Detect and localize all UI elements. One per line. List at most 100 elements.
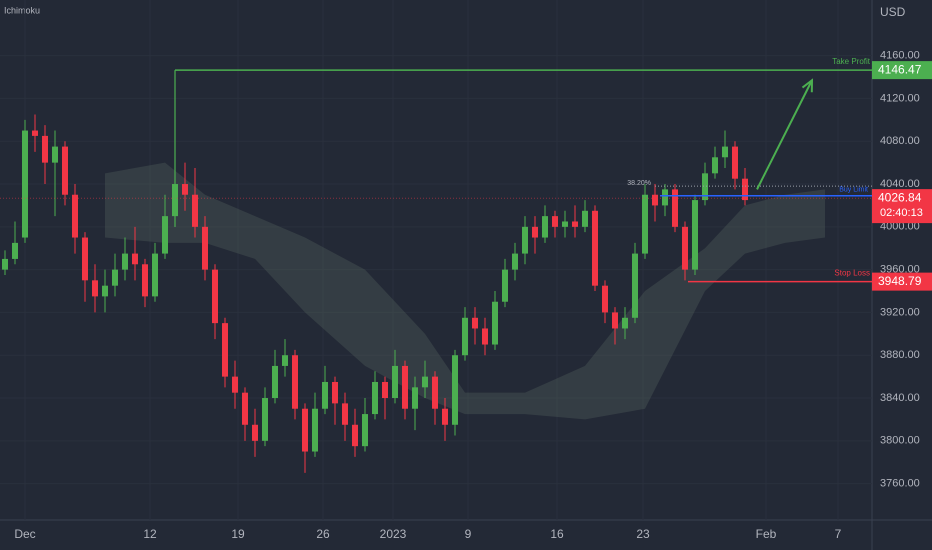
candle-body: [622, 317, 628, 329]
candle-body: [542, 216, 548, 238]
x-tick-label: 2023: [380, 527, 407, 541]
candle-body: [182, 184, 188, 195]
candle-body: [402, 365, 408, 409]
last-price-label: 4026.84: [878, 190, 922, 204]
candle-body: [722, 146, 728, 158]
level-label: Stop Loss: [834, 269, 870, 278]
candle-body: [202, 226, 208, 270]
candle-body: [342, 403, 348, 425]
y-tick-label: 4080.00: [880, 135, 920, 147]
candle-body: [162, 216, 168, 254]
candle-body: [442, 408, 448, 425]
candle-body: [672, 189, 678, 227]
price-tag-label: 3948.79: [878, 274, 922, 288]
candle-body: [522, 226, 528, 254]
candle-body: [392, 365, 398, 399]
x-tick-label: 12: [143, 527, 157, 541]
candle-body: [112, 269, 118, 286]
candle-body: [1, 258, 8, 270]
candle-body: [292, 355, 298, 409]
y-tick-label: 3960.00: [880, 264, 920, 276]
candle-body: [662, 189, 668, 206]
candle-body: [742, 178, 748, 201]
candle-body: [32, 130, 38, 136]
candle-body: [582, 210, 588, 227]
candle-body: [212, 269, 218, 324]
candle-body: [602, 285, 608, 313]
candle-body: [452, 355, 458, 425]
candle-body: [532, 226, 538, 238]
price-tag: [872, 61, 932, 80]
y-tick-label: 3920.00: [880, 306, 920, 318]
candle-body: [702, 173, 708, 201]
candle-body: [282, 355, 288, 366]
candle-body: [92, 280, 98, 297]
candle-body: [322, 381, 328, 409]
candle-body: [562, 221, 568, 227]
candle-body: [222, 323, 228, 377]
candle-body: [312, 408, 318, 452]
candle-body: [422, 376, 428, 388]
level-label: Take Profit: [832, 57, 871, 66]
price-tag-label: 4146.47: [878, 62, 922, 76]
candle-body: [242, 392, 248, 425]
countdown: 02:40:13: [880, 207, 923, 219]
candle-body: [272, 365, 278, 399]
candle-body: [492, 301, 498, 345]
candle-body: [382, 381, 388, 399]
candle-body: [82, 237, 88, 281]
currency: USD: [880, 5, 906, 19]
candle-body: [712, 157, 718, 174]
x-tick-label: Dec: [14, 527, 35, 541]
candle-body: [102, 285, 108, 297]
candle-body: [72, 194, 78, 238]
x-tick-label: 19: [231, 527, 245, 541]
candle-body: [372, 381, 378, 415]
candle-body: [682, 226, 688, 270]
candle-body: [362, 414, 368, 447]
candle-body: [732, 146, 738, 179]
candle-body: [252, 424, 258, 441]
x-tick-label: Feb: [756, 527, 777, 541]
y-tick-label: 4160.00: [880, 50, 920, 62]
arrow-head: [801, 78, 814, 93]
candle-body: [122, 253, 128, 270]
candle-body: [52, 146, 58, 163]
candle-body: [432, 376, 438, 409]
candle-body: [12, 242, 18, 259]
y-tick-label: 3840.00: [880, 392, 920, 404]
candle-body: [302, 408, 308, 452]
candle-body: [552, 216, 558, 227]
arrow-shaft: [756, 79, 813, 190]
candle-body: [22, 130, 28, 238]
candle-body: [472, 317, 478, 329]
last-price-tag: [872, 189, 932, 224]
entry-label: Buy Limit: [839, 187, 868, 194]
candle-body: [352, 424, 358, 447]
price-tag: [872, 272, 932, 291]
candle-body: [42, 135, 48, 163]
y-tick-label: 3800.00: [880, 435, 920, 447]
x-tick-label: 23: [636, 527, 650, 541]
y-tick-label: 3760.00: [880, 478, 920, 490]
candle-body: [502, 269, 508, 302]
candle-body: [142, 264, 148, 297]
x-tick-label: 9: [465, 527, 472, 541]
y-tick-label: 4040.00: [880, 178, 920, 190]
candle-body: [692, 200, 698, 270]
candle-body: [62, 146, 68, 195]
candle-body: [262, 398, 268, 441]
x-tick-label: 26: [316, 527, 330, 541]
candle-body: [642, 194, 648, 254]
candle-body: [482, 328, 488, 345]
candle-body: [632, 253, 638, 318]
y-tick-label: 3880.00: [880, 349, 920, 361]
candle-body: [512, 253, 518, 270]
x-tick-label: 7: [835, 527, 842, 541]
candle-body: [152, 253, 158, 297]
candle-body: [652, 194, 658, 206]
candle-body: [332, 381, 338, 404]
candle-body: [412, 387, 418, 409]
